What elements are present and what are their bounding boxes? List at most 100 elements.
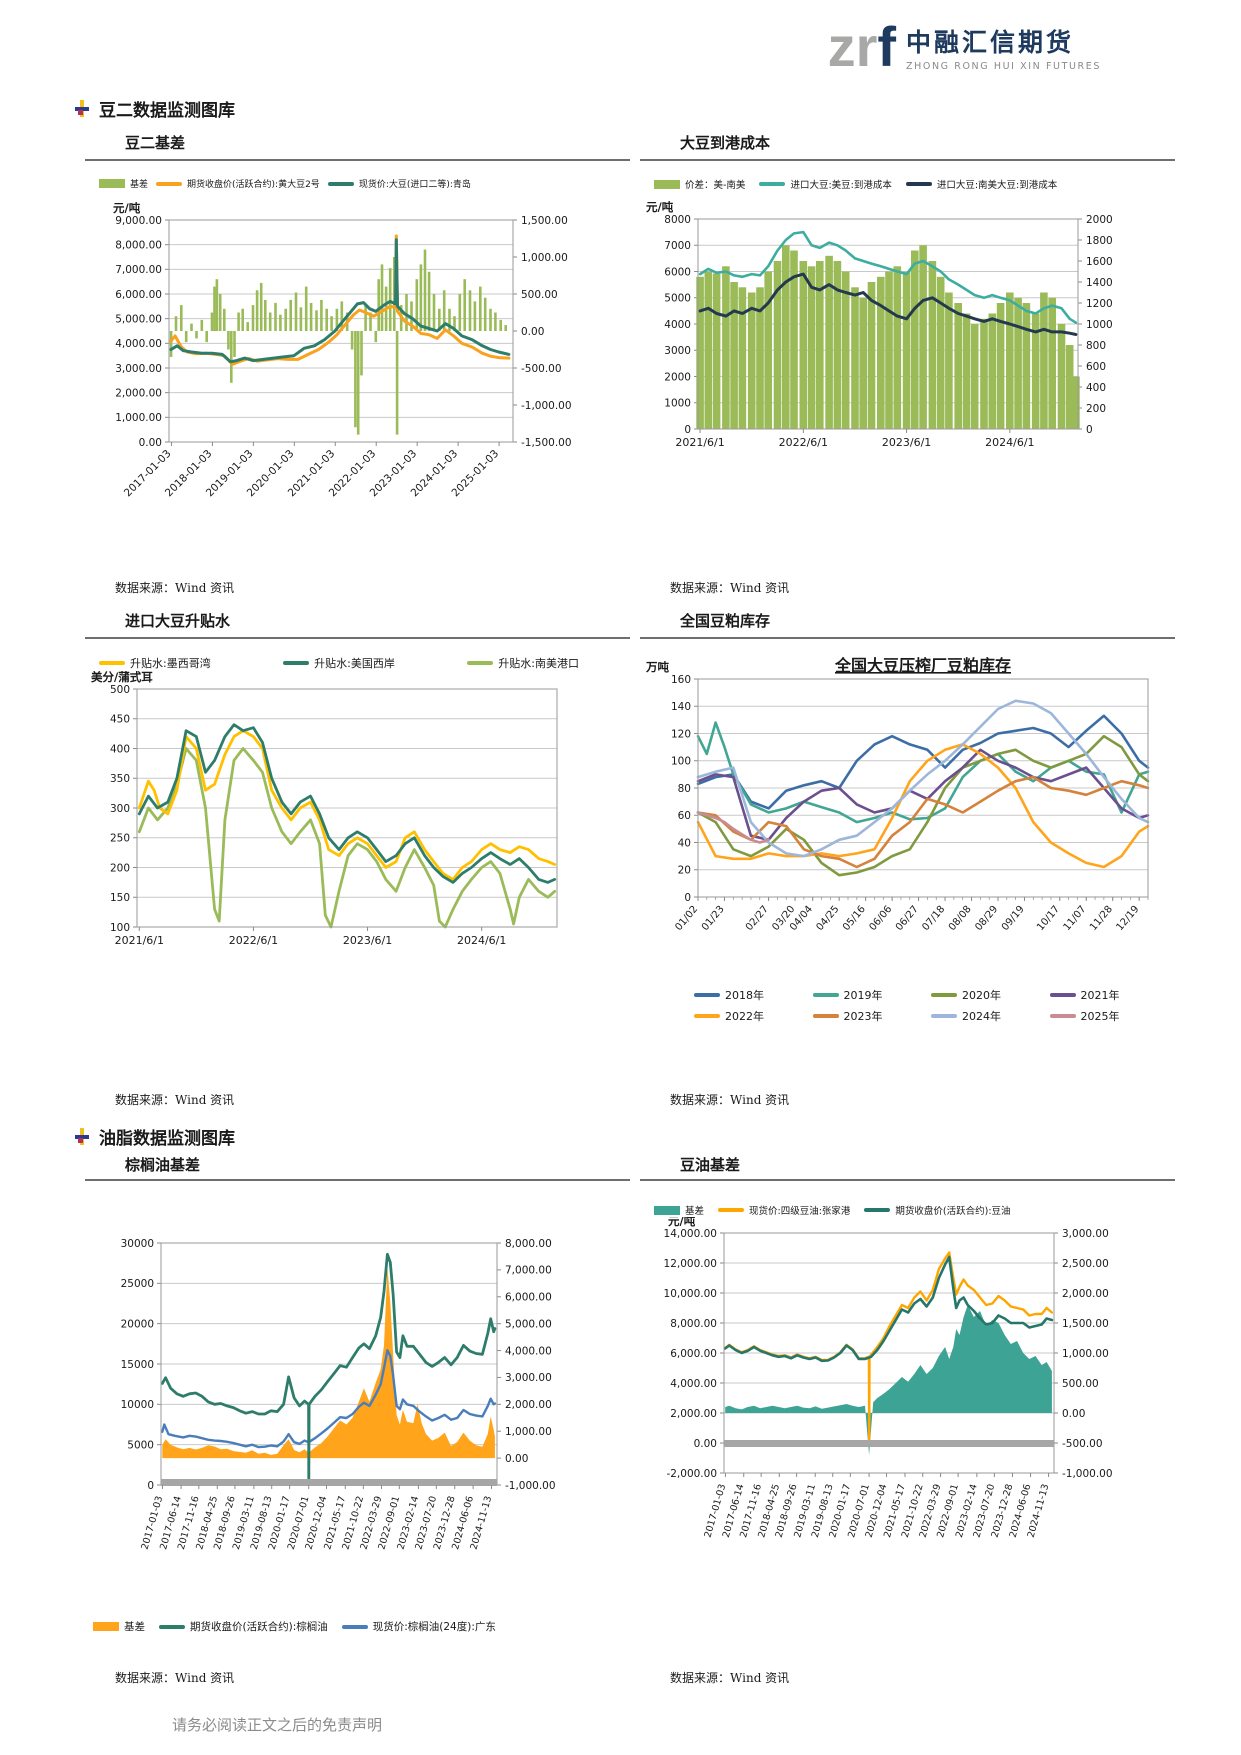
title-rule bbox=[85, 637, 630, 639]
svg-text:0.00: 0.00 bbox=[694, 1438, 717, 1450]
svg-text:6,000.00: 6,000.00 bbox=[115, 289, 162, 301]
svg-text:60: 60 bbox=[678, 810, 691, 822]
legend-item: 2024年 bbox=[931, 1008, 1036, 1024]
svg-text:120: 120 bbox=[671, 728, 691, 740]
section-header-bean2: 豆二数据监测图库 bbox=[75, 94, 1241, 122]
svg-text:-500.00: -500.00 bbox=[1062, 1438, 1103, 1450]
svg-text:-1,000.00: -1,000.00 bbox=[505, 1480, 556, 1492]
legend-item: 2021年 bbox=[1049, 987, 1155, 1003]
legend-label: 2025年 bbox=[1080, 1010, 1120, 1023]
svg-text:400: 400 bbox=[1086, 382, 1106, 394]
svg-text:30000: 30000 bbox=[121, 1238, 154, 1250]
svg-text:0.00: 0.00 bbox=[521, 326, 544, 338]
data-source: 数据来源：Wind 资讯 bbox=[115, 581, 235, 595]
svg-text:1800: 1800 bbox=[1086, 235, 1113, 247]
chart-legend: 升贴水:墨西哥湾 升贴水:美国西岸 升贴水:南美港口 bbox=[99, 655, 585, 671]
svg-text:2000: 2000 bbox=[664, 371, 691, 383]
chart-legend: 价差：美-南美 进口大豆:美豆:到港成本 进口大豆:南美大豆:到港成本 bbox=[654, 177, 1175, 191]
svg-text:11/28: 11/28 bbox=[1088, 904, 1115, 933]
svg-text:500.00: 500.00 bbox=[521, 289, 558, 301]
svg-text:500: 500 bbox=[110, 684, 130, 696]
legend-item: 2023年 bbox=[812, 1008, 918, 1024]
svg-text:14,000.00: 14,000.00 bbox=[664, 1228, 717, 1240]
data-source: 数据来源：Wind 资讯 bbox=[115, 1671, 235, 1685]
palm-oil-basis-chart: 30000 25000 20000 15000 10000 5000 0 8,000.00 7,… bbox=[121, 1238, 556, 1551]
svg-text:160: 160 bbox=[671, 674, 691, 686]
legend-label: 2023年 bbox=[843, 1010, 883, 1023]
svg-text:1200: 1200 bbox=[1086, 298, 1113, 310]
svg-text:08/08: 08/08 bbox=[947, 904, 974, 933]
legend-label: 升贴水:南美港口 bbox=[498, 657, 579, 670]
legend-label: 基差 bbox=[130, 180, 149, 190]
chart-legend: 基差 现货价:四级豆油:张家港 期货收盘价(活跃合约):豆油 bbox=[654, 1203, 1175, 1217]
legend-label: 期货收盘价(活跃合约):棕榈油 bbox=[190, 1621, 328, 1633]
svg-text:6,000.00: 6,000.00 bbox=[670, 1348, 717, 1360]
svg-text:5,000.00: 5,000.00 bbox=[505, 1318, 552, 1330]
title-rule bbox=[640, 159, 1175, 161]
legend-label: 2019年 bbox=[843, 989, 883, 1002]
svg-text:2021/6/1: 2021/6/1 bbox=[115, 934, 164, 947]
legend-item: 升贴水:美国西岸 bbox=[283, 655, 395, 671]
legend-label: 现货价:四级豆油:张家港 bbox=[749, 1206, 851, 1217]
svg-text:3,000.00: 3,000.00 bbox=[505, 1372, 552, 1384]
svg-text:3,000.00: 3,000.00 bbox=[1062, 1228, 1109, 1240]
section-header-oils: 油脂数据监测图库 bbox=[75, 1122, 1241, 1150]
legend-label: 2024年 bbox=[962, 1010, 1001, 1023]
title-rule bbox=[640, 637, 1175, 639]
legend-item: 进口大豆:南美大豆:到港成本 bbox=[905, 177, 1057, 191]
svg-text:2023/6/1: 2023/6/1 bbox=[882, 436, 931, 449]
svg-text:1,000.00: 1,000.00 bbox=[521, 252, 568, 264]
svg-text:15000: 15000 bbox=[121, 1359, 154, 1371]
svg-text:10000: 10000 bbox=[121, 1399, 154, 1411]
svg-text:25000: 25000 bbox=[121, 1278, 154, 1290]
title-rule bbox=[85, 1179, 630, 1181]
panel-soybean-arrival-cost: 大豆到港成本 价差：美-南美 进口大豆:美豆:到港成本 进口大豆:南美大豆:到港成本… bbox=[640, 126, 1175, 604]
svg-text:05/16: 05/16 bbox=[841, 904, 868, 933]
svg-text:元/吨: 元/吨 bbox=[113, 201, 141, 215]
svg-text:1,500.00: 1,500.00 bbox=[1062, 1318, 1109, 1330]
svg-text:1,500.00: 1,500.00 bbox=[521, 215, 568, 227]
chart-legend: 基差 期货收盘价(活跃合约):黄大豆2号 现货价:大豆(进口二等):青岛 bbox=[99, 177, 630, 190]
svg-text:100: 100 bbox=[110, 922, 130, 934]
legend-swatch-icon bbox=[1049, 1014, 1076, 1018]
company-logo: zrf 中融汇信期货 ZHONG RONG HUI XIN FUTURES bbox=[828, 19, 1101, 75]
svg-text:1000: 1000 bbox=[664, 398, 691, 410]
panel-import-soybean-premium: 进口大豆升贴水 升贴水:墨西哥湾 升贴水:美国西岸 升贴水:南美港口 500 450 4… bbox=[85, 604, 630, 1116]
svg-text:9,000.00: 9,000.00 bbox=[115, 215, 162, 227]
legend-item: 基差 bbox=[654, 1203, 704, 1217]
svg-text:0.00: 0.00 bbox=[1062, 1408, 1085, 1420]
legend-swatch-icon bbox=[931, 993, 957, 997]
svg-text:11/07: 11/07 bbox=[1062, 904, 1089, 933]
legend-item: 基差 bbox=[99, 177, 148, 190]
data-source: 数据来源：Wind 资讯 bbox=[670, 1093, 790, 1107]
svg-text:2021/6/1: 2021/6/1 bbox=[675, 436, 724, 449]
bean2-basis-chart: 9,000.00 8,000.00 7,000.00 6,000.00 5,000.00… bbox=[113, 201, 572, 499]
svg-text:0: 0 bbox=[1086, 424, 1093, 436]
svg-text:2022/6/1: 2022/6/1 bbox=[779, 436, 828, 449]
legend-swatch-icon bbox=[812, 1014, 839, 1018]
svg-text:元/吨: 元/吨 bbox=[646, 200, 674, 214]
svg-text:2,500.00: 2,500.00 bbox=[1062, 1258, 1109, 1270]
svg-text:4,000.00: 4,000.00 bbox=[505, 1345, 552, 1357]
svg-text:600: 600 bbox=[1086, 361, 1106, 373]
svg-text:2024/6/1: 2024/6/1 bbox=[985, 436, 1034, 449]
svg-text:0.00: 0.00 bbox=[139, 437, 162, 449]
legend-swatch-icon bbox=[931, 1014, 957, 1018]
svg-text:12/19: 12/19 bbox=[1115, 904, 1142, 933]
legend-label: 2018年 bbox=[725, 989, 764, 1002]
svg-text:2,000.00: 2,000.00 bbox=[1062, 1288, 1109, 1300]
svg-text:150: 150 bbox=[110, 892, 130, 904]
legend-item: 2022年 bbox=[694, 1008, 799, 1024]
legend-swatch-icon bbox=[99, 661, 125, 665]
legend-label: 升贴水:墨西哥湾 bbox=[130, 657, 211, 670]
svg-text:01/02: 01/02 bbox=[673, 904, 700, 933]
legend-swatch-icon bbox=[93, 1622, 119, 1631]
svg-text:1000: 1000 bbox=[1086, 319, 1113, 331]
legend-swatch-icon bbox=[341, 1624, 368, 1629]
svg-text:06/06: 06/06 bbox=[867, 904, 894, 933]
svg-text:140: 140 bbox=[671, 701, 691, 713]
svg-text:4000: 4000 bbox=[664, 319, 691, 331]
chart-title: 全国豆粕库存 bbox=[680, 612, 771, 630]
svg-text:元/吨: 元/吨 bbox=[668, 1217, 696, 1228]
legend-item: 2018年 bbox=[694, 987, 799, 1003]
